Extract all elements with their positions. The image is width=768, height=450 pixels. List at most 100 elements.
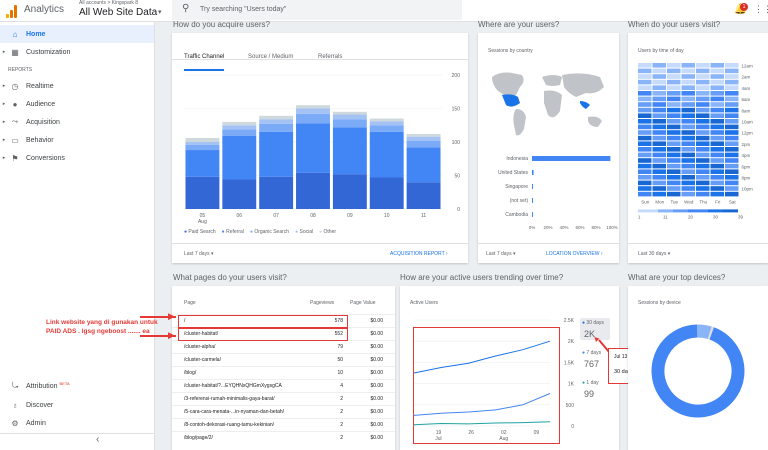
legend-1-day[interactable]: ● 1 day 99 [582,380,599,399]
heatmap-cell [710,85,724,90]
table-row[interactable]: /blog/10 $0.00 [172,366,395,379]
search-bar[interactable]: ⚲ Try searching "Users today" [172,0,462,20]
col-header-page-value[interactable]: Page Value [350,300,376,306]
bar-segment [369,121,404,126]
page-path-cell[interactable]: /blog/ [184,370,197,376]
bar-segment [406,147,441,183]
acquisition-bar-chart: 200 150 100 50 0 05 06 07 08 09 10 11 Aug [184,73,460,225]
heatmap-cell [696,85,710,90]
heatmap-cell [681,180,695,186]
x-tick-label: 07 [273,213,279,219]
heatmap-cell [652,107,666,113]
table-row[interactable]: /cluster-alpha/79 $0.00 [172,340,395,353]
heatmap-cell [710,96,724,102]
sidebar-item-home[interactable]: ⌂ Home [0,25,154,43]
heatmap-cell [710,63,724,68]
page-path-cell[interactable]: /cluster-habitat/?...EYQHNxQHGmXygsgCA [184,383,282,389]
chevron-down-icon[interactable]: ▾ [158,9,162,16]
sidebar-item-behavior[interactable]: ▸ ▭ Behavior [2,135,54,145]
tab-traffic-channel[interactable]: Traffic Channel [184,45,225,71]
x-tick-label: 02 [501,430,507,436]
col-header-pageviews[interactable]: Pageviews [310,300,335,306]
scale-swatch [638,209,643,213]
x-tick-label: 19 [436,430,442,436]
table-row[interactable]: /cluster-habitat/?...EYQHNxQHGmXygsgCA 4 $… [172,379,395,392]
sidebar-item-conversions[interactable]: ▸ ⚑ Conversions [2,153,65,163]
sidebar-item-admin[interactable]: ⚙ Admin [0,414,154,432]
search-icon: ⚲ [182,3,190,14]
date-range-dropdown[interactable]: Last 30 days ▾ [638,251,671,257]
sidebar-item-audience[interactable]: ▸ ● Audience [2,99,56,109]
heatmap-cell [696,147,710,152]
sidebar-item-realtime[interactable]: ▸ ◷ Realtime [2,81,54,91]
heatmap-cell [681,119,695,124]
date-range-dropdown[interactable]: Last 7 days ▾ [486,251,516,257]
pageviews-cell: 2 [340,422,343,428]
table-row[interactable]: /8-contoh-dekorasi-ruang-tamu-kekinian/2… [172,418,395,431]
table-row[interactable]: /blog/page/2/2 $0.00 [172,431,395,444]
page-path-cell[interactable]: /cluster-alpha/ [184,344,216,350]
bar-segment [369,131,404,178]
page-path-cell[interactable]: /5-cara-cara-menata-...in-nyaman-dan-bet… [184,409,285,415]
x-tick-label: 08 [310,213,316,219]
page-path-cell[interactable]: /blog/page/2/ [184,435,213,441]
scale-swatch [663,209,668,213]
sidebar-item-acquisition[interactable]: ▸ ⤳ Acquisition [2,117,60,126]
col-header-page[interactable]: Page [184,300,196,306]
tab-referrals[interactable]: Referrals [318,54,343,60]
search-input[interactable]: Try searching "Users today" [200,6,287,13]
location-overview-link[interactable]: LOCATION OVERVIEW › [546,251,603,257]
page-path-cell[interactable]: /3-referensi-rumah-minimalis-gaya-barat/ [184,396,275,402]
date-range-dropdown[interactable]: Last 7 days ▾ [184,251,214,257]
acquisition-report-link[interactable]: ACQUISITION REPORT › [390,251,448,257]
property-selector[interactable]: All Web Site Data [79,7,158,18]
heatmap-cell [667,63,681,68]
series-line [413,393,551,416]
page-path-cell[interactable]: /8-contoh-dekorasi-ruang-tamu-kekinian/ [184,422,275,428]
when-card: Users by time of day 12am 2am 4am 6am 8am 10a… [628,33,768,263]
section-devices-title: What are your top devices? [628,273,726,282]
card-footer-divider [478,243,619,244]
sidebar-item-discover[interactable]: ♁ Discover [0,396,154,414]
day-label: Mon [655,199,664,204]
x-month-label: Aug [499,436,508,442]
heatmap-cell [667,85,681,90]
collapse-sidebar-icon[interactable]: ‹ [96,434,100,445]
apps-grid-icon[interactable]: ⋮⋮ [754,4,768,14]
heatmap-cell [725,175,739,180]
heatmap-cell [681,68,695,74]
bar-segment [332,127,367,175]
table-row[interactable]: /5-cara-cara-menata-...in-nyaman-dan-bet… [172,405,395,418]
heatmap-cell [667,74,681,79]
table-row[interactable]: /3-referensi-rumah-minimalis-gaya-barat/… [172,392,395,405]
heatmap-cell [696,130,710,135]
heatmap-cell [681,124,695,130]
table-row[interactable]: /cluster-carmela/50 $0.00 [172,353,395,366]
table-row[interactable]: / 578 $0.00 [172,314,395,327]
heatmap-cell [681,175,695,180]
bar-segment [369,125,404,132]
highlight-box-chart [413,327,560,444]
legend-item: ● Referral [221,229,244,235]
heatmap-cell [696,186,710,191]
scale-swatch [678,209,683,213]
bar-segment [259,176,294,209]
pageviews-cell: 552 [334,331,343,337]
page-path-cell[interactable]: /cluster-habitat/ [184,331,219,337]
breadcrumb[interactable]: All accounts > Kingspark 8 [79,0,139,6]
page-path-cell[interactable]: /cluster-carmela/ [184,357,221,363]
day-label: Thu [699,199,707,204]
bar-segment [296,105,330,109]
page-path-cell[interactable]: / [184,318,186,324]
tab-source-medium[interactable]: Source / Medium [248,54,294,60]
heatmap-cell [652,158,666,163]
heatmap-cell [681,130,695,135]
bar-segment [296,108,330,114]
sidebar-item-attribution[interactable]: ⤿ Attribution BETA [0,377,154,395]
sidebar-item-customization[interactable]: ▸ ▦ Customization [2,47,71,57]
bar-segment [259,119,294,124]
heatmap-cell [667,169,681,174]
legend-30-days[interactable]: ● 30 days 2K [580,318,610,340]
legend-7-days[interactable]: ● 7 days 767 [582,350,602,369]
heatmap-cell [638,119,652,124]
